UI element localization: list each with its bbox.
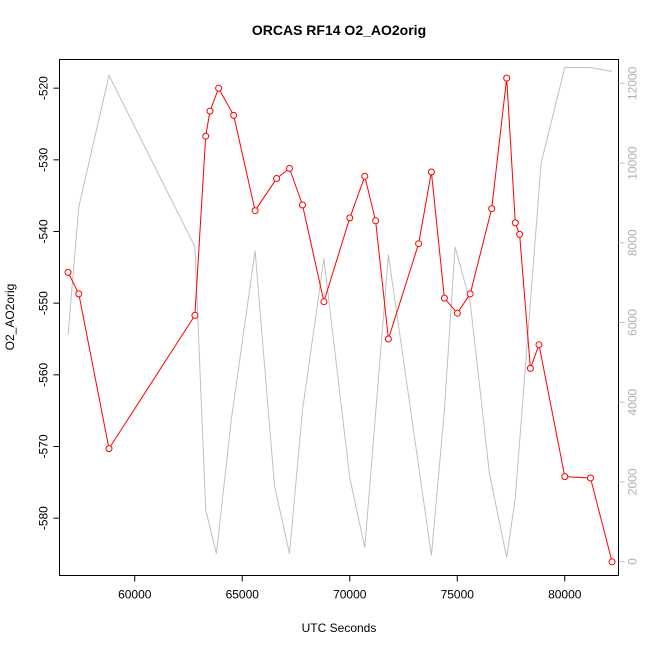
data-point	[251, 207, 259, 215]
data-point	[427, 168, 435, 176]
y-tick-label: -530	[37, 148, 51, 172]
x-axis-label: UTC Seconds	[302, 621, 377, 635]
y2-tick-label: 4000	[626, 389, 640, 416]
y2-tick-label: 0	[626, 558, 640, 565]
data-point	[516, 230, 524, 238]
y-tick-label: -550	[37, 291, 51, 315]
plot-frame	[59, 59, 619, 576]
secondary-series-line	[67, 67, 613, 558]
y2-tick-label: 12000	[626, 66, 640, 100]
x-tick-label: 70000	[333, 588, 367, 602]
y-tick-label: -560	[37, 363, 51, 387]
data-point	[286, 164, 293, 172]
y2-tick-label: 10000	[626, 146, 640, 180]
data-point	[372, 217, 380, 225]
primary-series-layer	[64, 74, 616, 566]
y-tick-label: -540	[37, 219, 51, 243]
y-tick-label: -520	[37, 76, 51, 100]
y-axis-label: O2_AO2orig	[3, 284, 17, 351]
data-point	[415, 240, 423, 248]
x-tick-label: 60000	[118, 588, 152, 602]
data-point	[488, 205, 496, 213]
data-point	[105, 445, 113, 453]
data-point	[535, 341, 543, 349]
data-point	[361, 172, 369, 180]
x-tick-label: 65000	[226, 588, 260, 602]
primary-series-line	[67, 78, 613, 563]
y-axis: -580 -570 -560 -550 -540 -530 -520	[37, 76, 60, 530]
x-axis: 60000 65000 70000 75000 80000	[118, 575, 582, 602]
x-tick-label: 80000	[548, 588, 582, 602]
data-point	[75, 290, 83, 298]
y-tick-label: -570	[37, 434, 51, 458]
y2-tick-label: 2000	[626, 468, 640, 495]
data-point	[503, 74, 511, 82]
data-point	[273, 175, 281, 182]
data-point	[191, 311, 199, 319]
data-point	[299, 201, 306, 209]
data-point	[230, 111, 238, 119]
y2-tick-label: 6000	[626, 309, 640, 336]
data-point	[206, 107, 214, 115]
data-point	[384, 335, 392, 343]
data-point	[202, 132, 210, 140]
data-point	[453, 309, 461, 317]
data-point	[511, 219, 519, 227]
secondary-series-layer	[67, 67, 613, 558]
data-point	[466, 290, 474, 298]
x-tick-label: 75000	[441, 588, 475, 602]
data-point	[440, 294, 448, 302]
data-point	[561, 473, 569, 481]
data-point	[64, 268, 72, 276]
y2-tick-label: 8000	[626, 229, 640, 256]
data-point	[346, 214, 354, 222]
data-point	[526, 364, 534, 372]
data-point	[215, 84, 223, 92]
data-point	[587, 474, 594, 482]
y2-axis: 0 2000 4000 6000 8000 10000 12000	[618, 66, 640, 565]
data-point	[608, 558, 616, 566]
y-tick-label: -580	[37, 506, 51, 530]
data-point	[320, 298, 328, 306]
chart-title: ORCAS RF14 O2_AO2orig	[252, 22, 426, 38]
